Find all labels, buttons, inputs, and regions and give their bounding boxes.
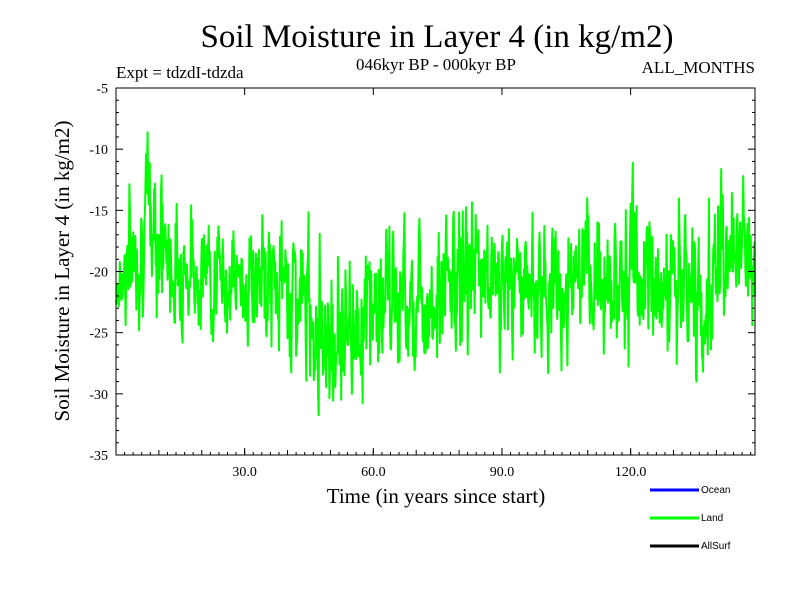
legend-label-ocean: Ocean bbox=[701, 485, 730, 496]
y-axis-label: Soil Moisture in Layer 4 (in kg/m2) bbox=[50, 121, 74, 422]
x-tick-label: 60.0 bbox=[361, 465, 386, 480]
plot-area bbox=[115, 131, 756, 417]
x-axis-label: Time (in years since start) bbox=[327, 484, 546, 508]
subtitle-experiment: Expt = tdzdI-tdzda bbox=[116, 63, 244, 82]
axis-ticks: 30.0 60.0 90.0 120.0 -5 -10 -15 -20 -25 -30 -35 bbox=[89, 82, 755, 480]
legend-label-allsurf: AllSurf bbox=[701, 541, 731, 552]
x-tick-label: 30.0 bbox=[232, 465, 257, 480]
chart-title: Soil Moisture in Layer 4 (in kg/m2) bbox=[201, 19, 674, 55]
x-tick-label: 120.0 bbox=[615, 465, 647, 480]
y-tick-label: -5 bbox=[96, 82, 108, 97]
y-tick-label: -15 bbox=[89, 204, 108, 219]
y-tick-label: -20 bbox=[89, 266, 108, 281]
y-tick-label: -35 bbox=[89, 449, 108, 464]
legend: Ocean Land AllSurf bbox=[650, 485, 731, 552]
subtitle-period: 046kyr BP - 000kyr BP bbox=[356, 55, 516, 74]
x-tick-label: 90.0 bbox=[490, 465, 515, 480]
subtitle-months: ALL_MONTHS bbox=[642, 58, 755, 77]
legend-label-land: Land bbox=[701, 513, 723, 524]
series-land-line bbox=[115, 131, 756, 417]
y-tick-label: -10 bbox=[89, 143, 108, 158]
y-tick-label: -30 bbox=[89, 388, 108, 403]
y-tick-label: -25 bbox=[89, 327, 108, 342]
